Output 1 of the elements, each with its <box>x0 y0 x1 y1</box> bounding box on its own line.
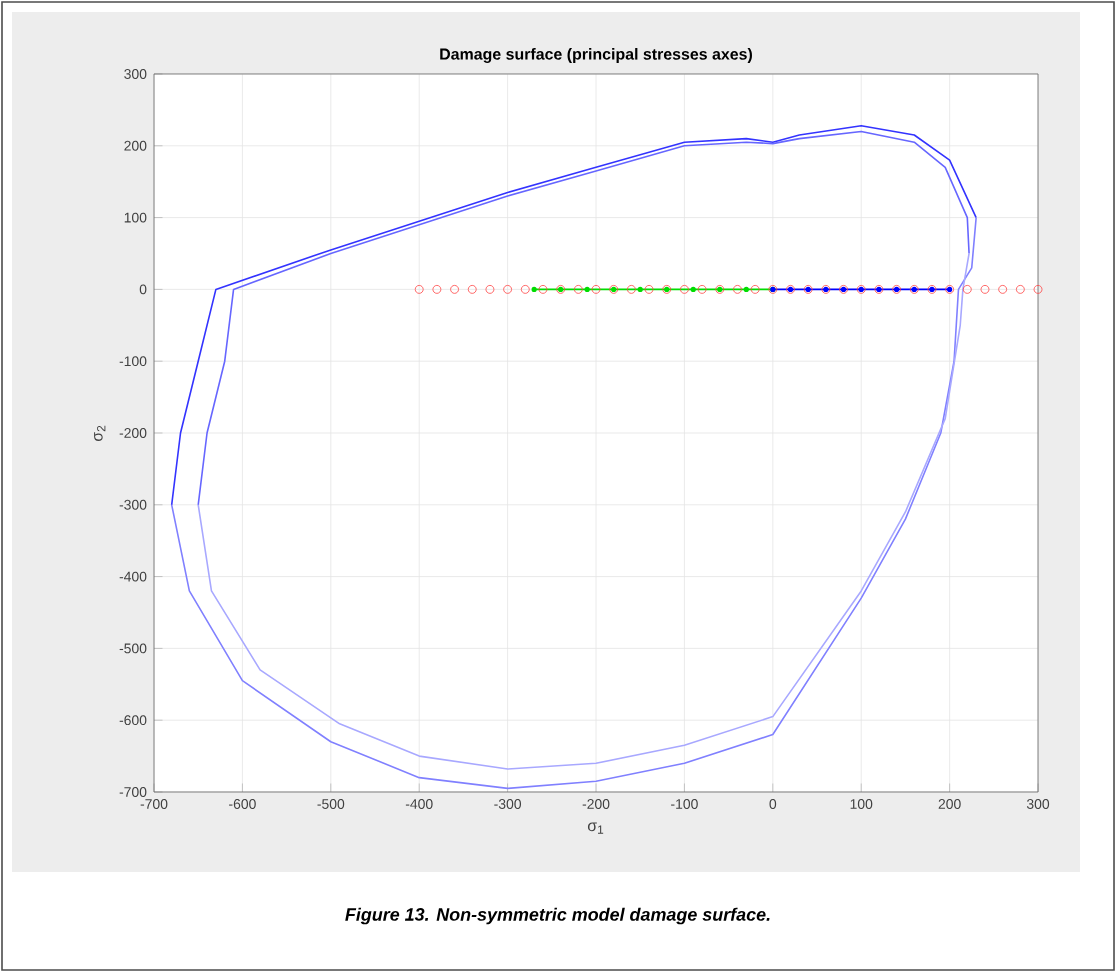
text: Figure 13. Non-symmetric model damage surface. <box>345 907 770 925</box>
